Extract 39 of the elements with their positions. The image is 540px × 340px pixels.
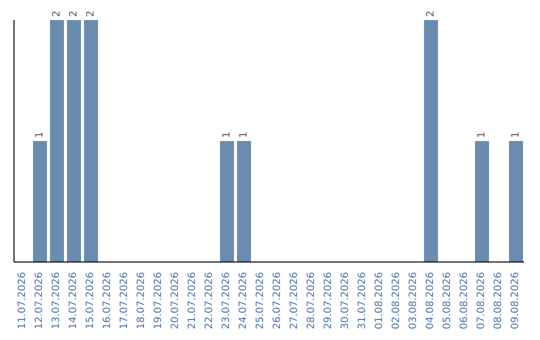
x-tick-label: 28.07.2026 [306,272,317,330]
x-tick-label: 17.07.2026 [119,272,130,330]
x-tick-label: 02.08.2026 [391,272,402,330]
data-label: 1 [34,132,46,138]
x-tick-label: 29.07.2026 [323,272,334,330]
x-tick-label: 13.07.2026 [51,272,62,330]
x-tick-label: 11.07.2026 [17,272,28,330]
x-tick-label: 26.07.2026 [272,272,283,330]
x-tick-label: 27.07.2026 [289,272,300,330]
x-tick-label: 25.07.2026 [255,272,266,330]
data-label: 1 [238,132,250,138]
x-tick-label: 03.08.2026 [408,272,419,330]
x-tick-label: 18.07.2026 [136,272,147,330]
x-tick-label: 30.07.2026 [340,272,351,330]
x-tick-label: 21.07.2026 [187,272,198,330]
data-label: 1 [222,132,232,138]
x-tick-label: 04.08.2026 [425,272,436,330]
x-tick-label: 19.07.2026 [153,272,164,330]
data-label: 2 [52,10,62,17]
data-label: 1 [476,132,488,138]
x-tick-label: 31.07.2026 [357,272,368,330]
data-label: 2 [68,10,80,17]
x-tick-label: 08.08.2026 [493,272,504,330]
x-tick-label: 23.07.2026 [221,272,232,330]
data-label: 1 [510,132,522,138]
x-tick-label: 09.08.2026 [510,272,521,330]
x-tick-label: 05.08.2026 [442,272,453,330]
x-tick-label: 24.07.2026 [238,272,249,330]
x-tick-label: 20.07.2026 [170,272,181,330]
x-tick-label: 14.07.2026 [68,272,79,330]
data-label: 2 [426,10,436,17]
x-tick-label: 12.07.2026 [34,272,45,330]
x-tick-label: 01.08.2026 [374,272,385,330]
data-label: 2 [86,10,96,17]
x-tick-label: 06.08.2026 [459,272,470,330]
x-tick-label: 15.07.2026 [85,272,96,330]
x-tick-label: 16.07.2026 [102,272,113,330]
x-tick-label: 22.07.2026 [204,272,215,330]
x-tick-label: 07.08.2026 [476,272,487,330]
